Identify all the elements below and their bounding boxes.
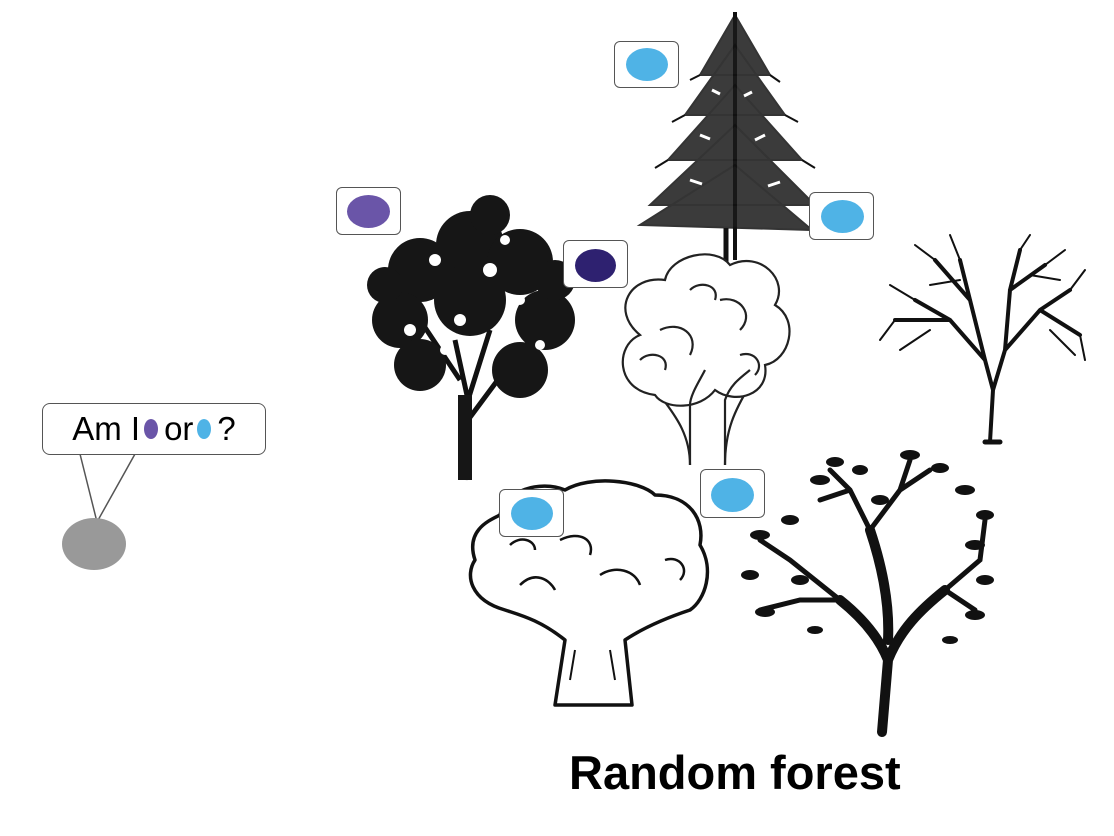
bare-tree-icon [879,234,1086,445]
vote-bubble-oak [499,489,564,537]
blue-dot-icon [197,419,212,439]
vote-dot-icon [575,249,616,282]
vote-dot-icon [626,48,668,81]
vote-bubble-bare [809,192,874,240]
oak-outline-tree-icon [468,479,710,707]
vote-bubble-leafy [336,187,401,235]
question-text-after: ? [217,410,236,447]
spruce-tree-icon [636,12,818,262]
purple-dot-icon [144,419,159,439]
vote-bubble-silhouette [700,469,765,518]
question-text-before: Am I [72,410,141,447]
question-text-middle: or [164,410,194,447]
vote-bubble-cartoon [563,240,628,288]
vote-dot-icon [711,478,754,512]
silhouette-tree-icon [741,450,994,737]
sample-point-icon [62,518,126,570]
diagram-title: Random forest [569,746,901,799]
cartoon-tree-icon [621,253,791,466]
vote-dot-icon [347,195,390,228]
leafy-tree-icon [367,195,575,481]
vote-dot-icon [821,200,864,233]
question-bubble: Am I or ? [42,403,266,455]
question-pointer [79,453,136,525]
vote-dot-icon [511,497,553,530]
vote-bubble-spruce [614,41,679,88]
